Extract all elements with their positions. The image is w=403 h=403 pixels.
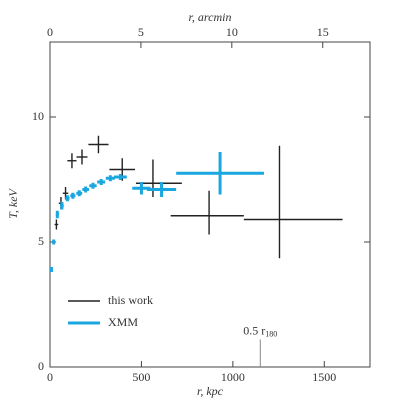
x2-axis-label: r, arcmin xyxy=(189,10,232,24)
y-tick-label: 10 xyxy=(32,109,44,123)
x-axis-label: r, kpc xyxy=(197,384,224,398)
y-tick-label: 0 xyxy=(38,359,44,373)
annotation-text: 0.5 r180 xyxy=(243,323,277,338)
legend-label: this work xyxy=(108,293,153,307)
x2-tick-label: 5 xyxy=(138,25,144,39)
x2-tick-label: 10 xyxy=(226,25,238,39)
x2-tick-label: 0 xyxy=(47,25,53,39)
x-tick-label: 1000 xyxy=(221,370,245,384)
x2-tick-label: 15 xyxy=(317,25,329,39)
y-tick-label: 5 xyxy=(38,234,44,248)
annotation-sub: 180 xyxy=(265,329,277,338)
annotation-main: 0.5 r xyxy=(243,323,265,337)
y-axis-label: T, keV xyxy=(6,187,20,218)
legend-label: XMM xyxy=(108,315,138,329)
x-tick-label: 0 xyxy=(47,370,53,384)
x-tick-label: 1500 xyxy=(312,370,336,384)
plot-frame xyxy=(49,41,371,368)
x-tick-label: 500 xyxy=(132,370,150,384)
